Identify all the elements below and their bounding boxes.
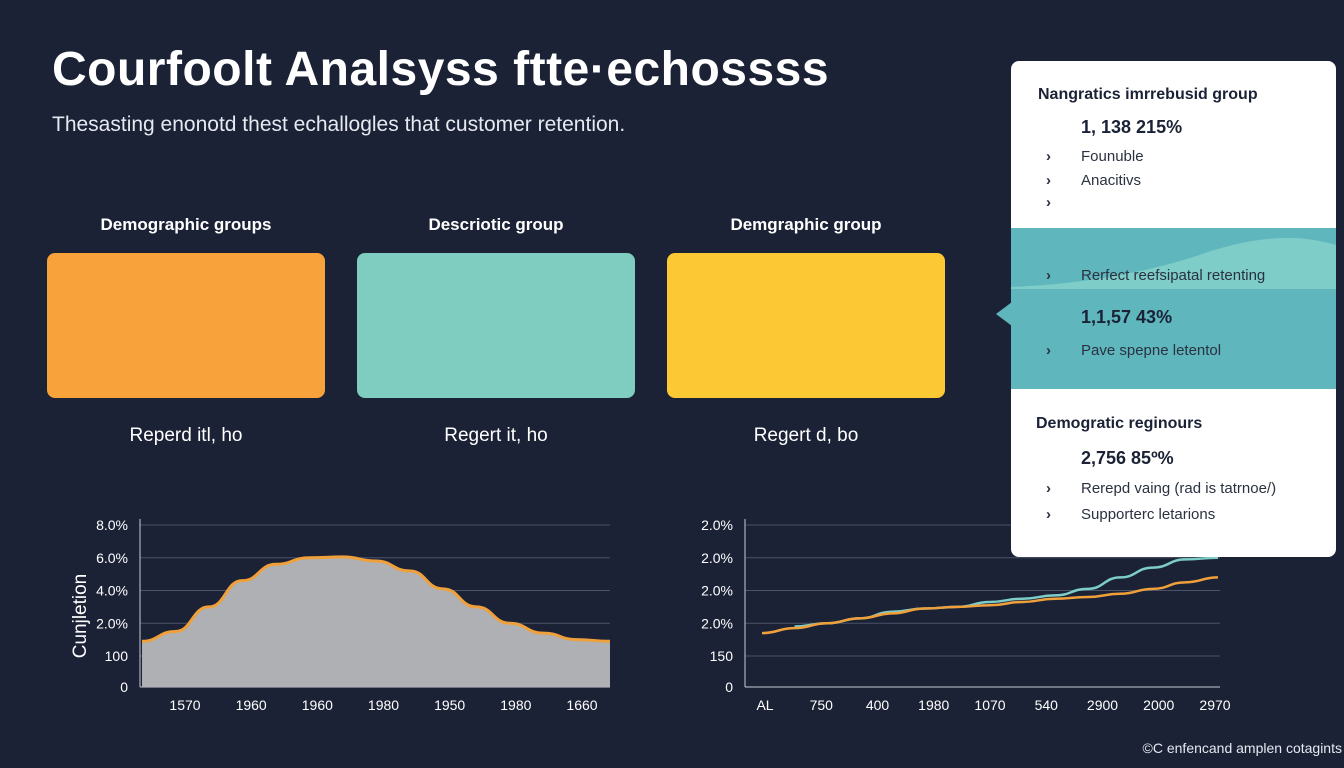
chevron-right-icon: ›: [1046, 480, 1051, 497]
chevron-right-icon: ›: [1046, 267, 1051, 284]
chevron-right-icon: ›: [1046, 148, 1051, 165]
series-line: [761, 576, 1219, 635]
panel-heading-3: Demogratic reginours: [1036, 415, 1203, 432]
group-card-2[interactable]: [357, 253, 635, 398]
group-header-1: Demographic groups: [100, 215, 272, 234]
chevron-right-icon: ›: [1046, 342, 1051, 359]
y-tick-label: 2.0%: [701, 583, 733, 599]
panel-value-1: 1, 138 215%: [1081, 117, 1183, 137]
y-tick-label: 0: [725, 679, 733, 695]
y-tick-label: 2.0%: [701, 615, 733, 631]
x-tick-label: 540: [1035, 697, 1059, 713]
y-tick-label: 2.0%: [701, 550, 733, 566]
x-tick-label: AL: [756, 697, 773, 713]
x-tick-label: 1950: [434, 697, 465, 713]
x-tick-label: 1980: [918, 697, 949, 713]
y-tick-label: 4.0%: [96, 583, 128, 599]
info-panel: Nangratics imrrebusid group 1, 138 215% …: [1011, 61, 1336, 557]
x-tick-label: 2900: [1087, 697, 1118, 713]
panel-item[interactable]: Anacitivs: [1081, 172, 1142, 189]
x-tick-label: 750: [810, 697, 834, 713]
footer-caption: ©C enfencand amplen cotagints: [1142, 740, 1342, 756]
x-tick-label: 400: [866, 697, 890, 713]
page-subtitle: Thesasting enonotd thest echallogles tha…: [52, 113, 626, 136]
x-tick-label: 2000: [1143, 697, 1174, 713]
group-card-3[interactable]: [667, 253, 945, 398]
group-header-2: Descriotic group: [428, 215, 564, 234]
panel-item[interactable]: Rerepd vaing (rad is tatrnoe/): [1081, 480, 1277, 497]
y-axis-label: Cunjletion: [70, 574, 91, 659]
area-fill: [142, 556, 610, 687]
group-header-3: Demgraphic group: [730, 215, 882, 234]
panel-item[interactable]: Founuble: [1081, 148, 1144, 165]
area-chart: 8.0% 6.0% 4.0% 2.0% 100 0 1570 1960 1960 1980 1950…: [60, 505, 620, 720]
panel-value-3: 2,756 85º%: [1081, 448, 1174, 468]
y-tick-label: 8.0%: [96, 517, 128, 533]
y-tick-label: 2.0%: [701, 517, 733, 533]
area-chart-svg: 8.0% 6.0% 4.0% 2.0% 100 0 1570 1960 1960 1980 1950…: [70, 517, 611, 713]
x-tick-label: 1660: [566, 697, 597, 713]
y-tick-label: 0: [120, 679, 128, 695]
chevron-right-icon: ›: [1046, 506, 1051, 523]
x-tick-label: 1960: [236, 697, 267, 713]
panel-item[interactable]: Supporterc letarions: [1081, 506, 1216, 523]
x-tick-label: 1980: [500, 697, 531, 713]
group-card-1[interactable]: [47, 253, 325, 398]
chevron-right-icon: ›: [1046, 172, 1051, 189]
y-tick-label: 2.0%: [96, 615, 128, 631]
x-tick-label: 1070: [974, 697, 1005, 713]
panel-item[interactable]: Rerfect reefsipatal retenting: [1081, 267, 1266, 284]
group-footer-2: Regert it, ho: [444, 425, 548, 446]
page-title: Courfoolt Analsyss ftte·echossss: [52, 43, 830, 96]
y-tick-label: 150: [710, 648, 734, 664]
panel-value-2: 1,1,57 43%: [1081, 307, 1173, 327]
group-footer-3: Regert d, bo: [753, 425, 859, 446]
y-tick-label: 100: [105, 648, 129, 664]
x-tick-label: 1960: [302, 697, 333, 713]
panel-pointer: [996, 302, 1012, 326]
x-tick-label: 1570: [169, 697, 200, 713]
line-chart: 2.0% 2.0% 2.0% 2.0% 150 0 AL 750 400 1980 1070 540 2…: [690, 505, 1235, 720]
group-footer-1: Reperd itl, ho: [129, 425, 243, 446]
x-tick-label: 1980: [368, 697, 399, 713]
x-tick-label: 2970: [1199, 697, 1230, 713]
panel-item[interactable]: Pave spepne letentol: [1081, 342, 1222, 359]
series-line: [794, 556, 1219, 628]
area-series-line: [141, 555, 611, 643]
panel-heading-1: Nangratics imrrebusid group: [1038, 86, 1258, 103]
line-chart-svg: 2.0% 2.0% 2.0% 2.0% 150 0 AL 750 400 1980 1070 540 2…: [701, 517, 1231, 713]
panel-wave-decoration: [1011, 237, 1336, 289]
y-tick-label: 6.0%: [96, 550, 128, 566]
chevron-right-icon: ›: [1046, 194, 1051, 211]
